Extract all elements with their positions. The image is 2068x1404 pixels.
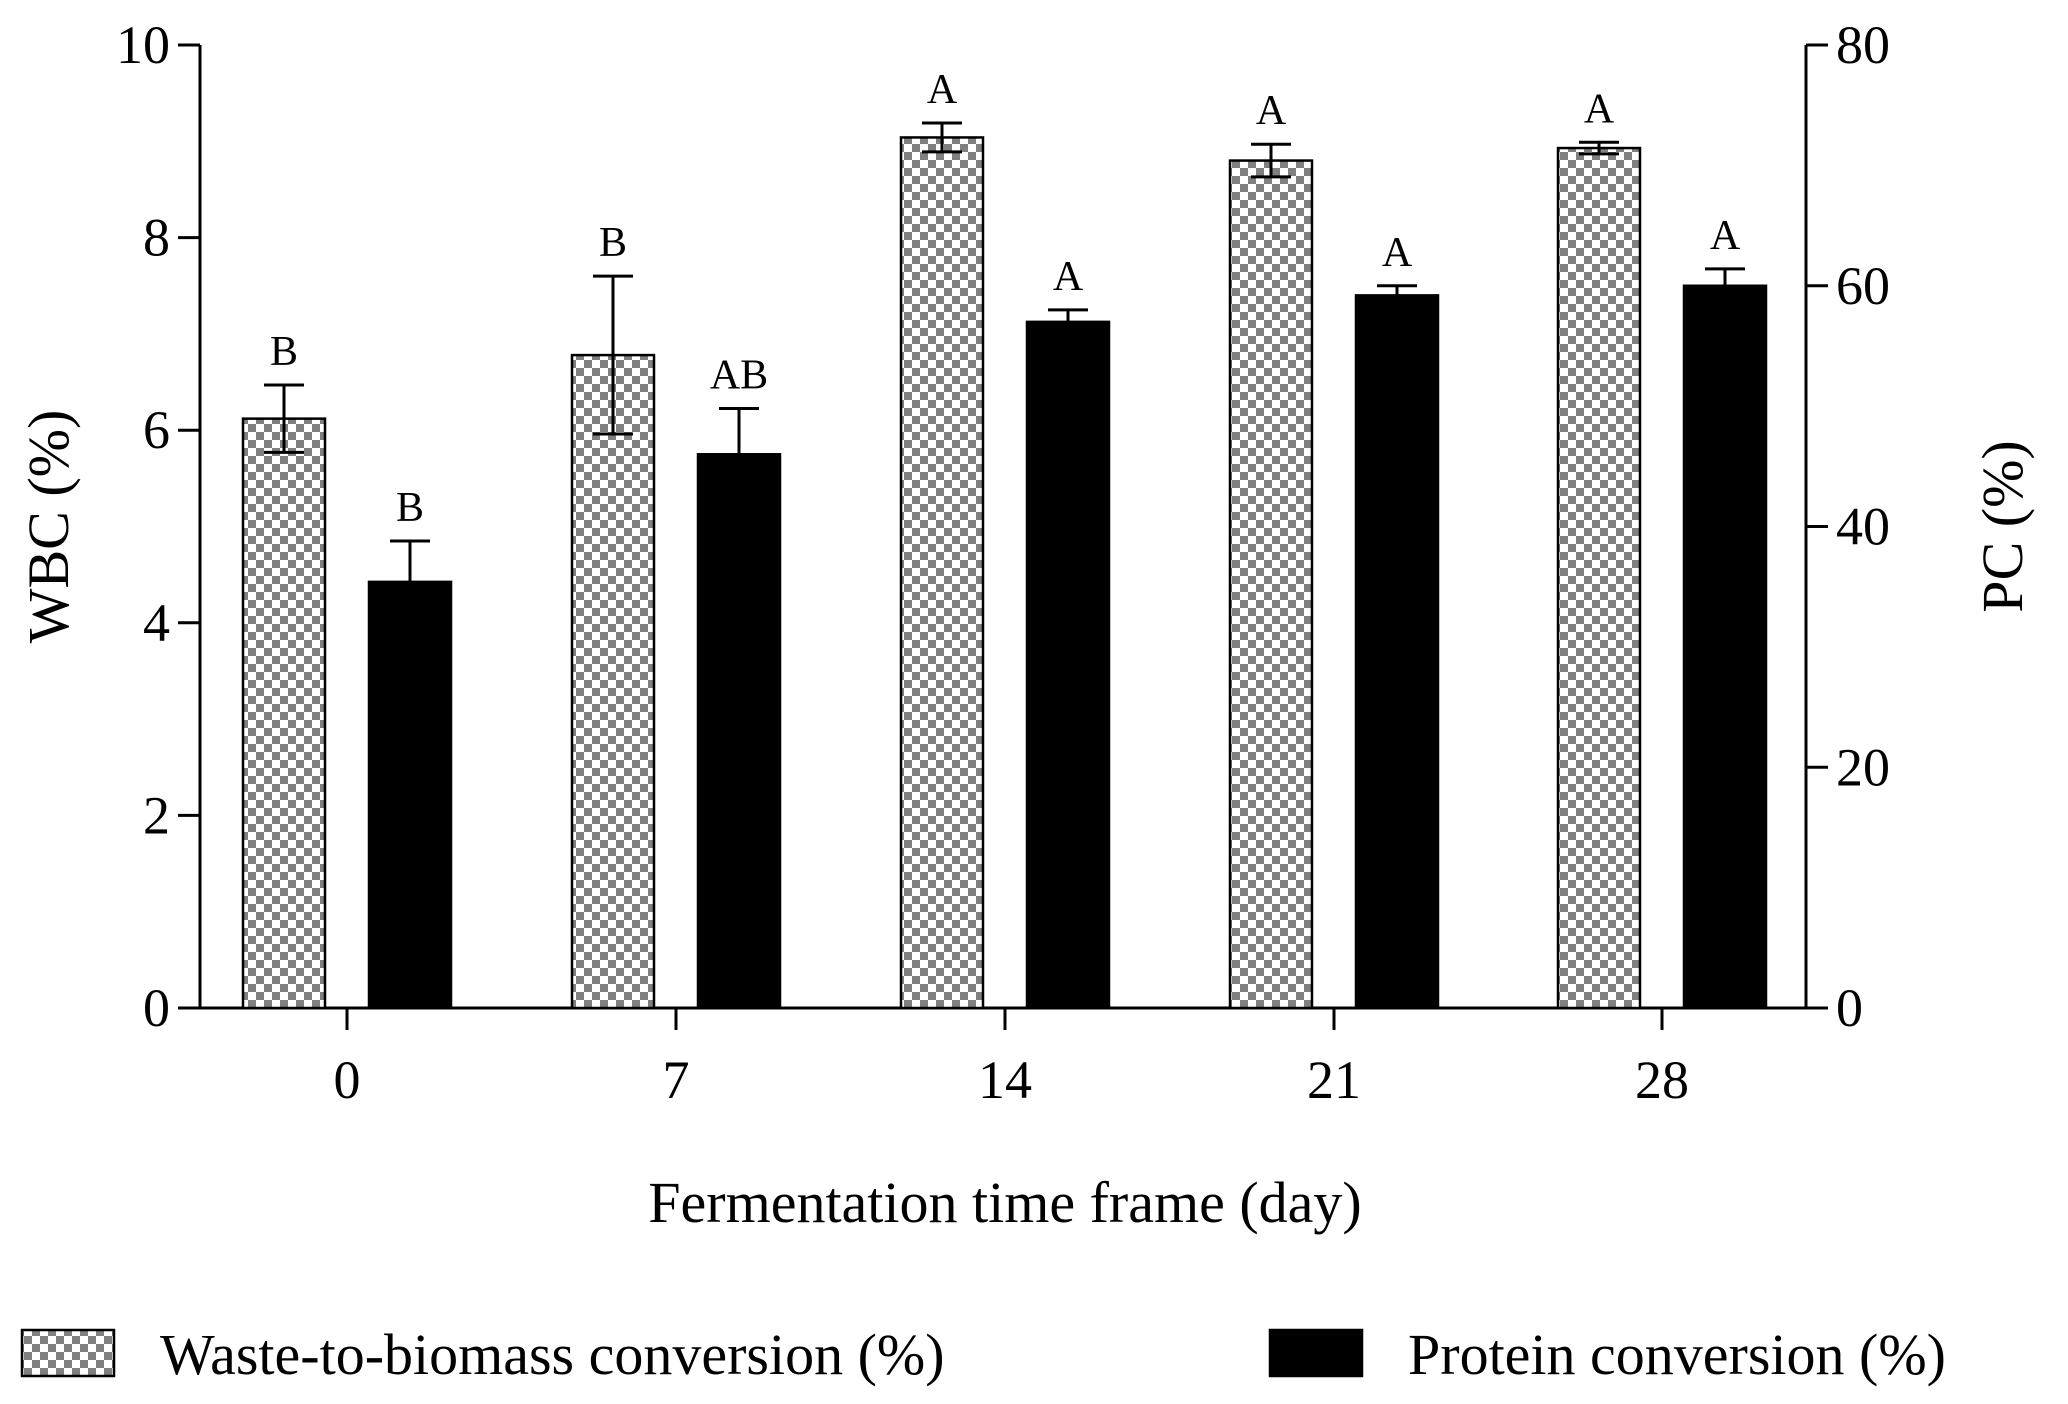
x-tick-label: 21 <box>1307 1050 1361 1110</box>
bar-pc <box>1025 320 1111 1010</box>
bar-pc <box>1682 284 1768 1010</box>
x-tick-label: 7 <box>663 1050 690 1110</box>
y-axis-title-left: WBC (%) <box>16 410 81 644</box>
error-bars <box>264 121 1745 582</box>
significance-label-pc: A <box>1382 230 1413 276</box>
right-tick-label: 0 <box>1836 978 1863 1038</box>
left-tick-label: 10 <box>116 15 170 75</box>
bar-pc <box>1354 294 1440 1010</box>
left-tick-label: 0 <box>143 978 170 1038</box>
y-axis-title-right: PC (%) <box>1970 440 2035 612</box>
significance-label-wbc: B <box>270 329 298 375</box>
right-tick-label: 40 <box>1836 497 1890 557</box>
bar-pc <box>696 453 782 1010</box>
significance-label-pc: B <box>396 485 424 531</box>
bar-wbc <box>899 136 985 1010</box>
legend: Waste-to-biomass conversion (%) Protein c… <box>20 1322 1946 1387</box>
significance-label-wbc: A <box>927 67 958 113</box>
legend-swatch-pc <box>1268 1328 1364 1378</box>
significance-label-pc: A <box>1053 254 1084 300</box>
left-tick-label: 4 <box>143 593 170 653</box>
x-tick-label: 0 <box>334 1050 361 1110</box>
right-tick-label: 20 <box>1836 737 1890 797</box>
bar-wbc <box>1556 146 1642 1010</box>
right-tick-label: 60 <box>1836 256 1890 316</box>
bar-wbc <box>1228 159 1314 1010</box>
x-tick-label: 28 <box>1635 1050 1689 1110</box>
left-tick-label: 6 <box>143 400 170 460</box>
legend-label-wbc: Waste-to-biomass conversion (%) <box>160 1322 945 1387</box>
significance-label-wbc: A <box>1584 86 1615 132</box>
right-tick-label: 80 <box>1836 15 1890 75</box>
axes: 0 2 4 6 8 10 0 20 40 60 80 0 7 14 21 28 Fermentation tim… <box>16 15 2035 1235</box>
legend-swatch-wbc <box>20 1328 116 1378</box>
bar-wbc <box>241 417 327 1010</box>
x-axis-title: Fermentation time frame (day) <box>648 1170 1361 1235</box>
bar-pc <box>367 580 453 1010</box>
bars <box>241 136 1768 1010</box>
x-tick-label: 14 <box>978 1050 1032 1110</box>
significance-label-wbc: A <box>1256 88 1287 134</box>
left-tick-label: 2 <box>143 785 170 845</box>
left-tick-label: 8 <box>143 208 170 268</box>
bar-wbc <box>570 353 656 1010</box>
significance-label-pc: AB <box>710 353 768 399</box>
legend-label-pc: Protein conversion (%) <box>1408 1322 1946 1387</box>
significance-label-wbc: B <box>599 220 627 266</box>
significance-label-pc: A <box>1710 213 1741 259</box>
